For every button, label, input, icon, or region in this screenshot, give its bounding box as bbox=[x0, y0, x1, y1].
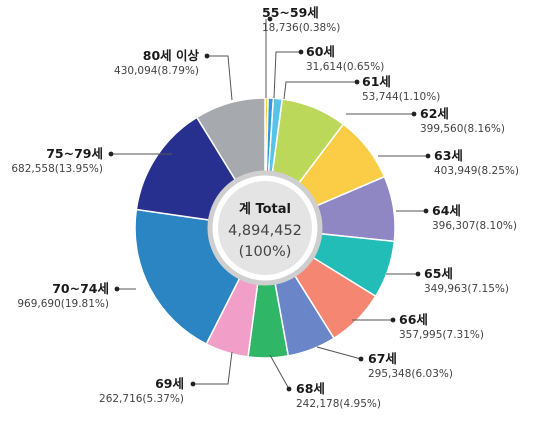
center-total: 4,894,452 bbox=[228, 223, 302, 239]
leader-dot-4 bbox=[411, 111, 417, 117]
slice-value-10: 242,178(4.95%) bbox=[296, 398, 381, 410]
leader-dot-11 bbox=[190, 381, 196, 387]
leader-line-9 bbox=[316, 346, 362, 360]
slice-label-13: 75~79세 bbox=[46, 146, 103, 161]
leader-dot-1 bbox=[267, 16, 273, 22]
center-percent: (100%) bbox=[239, 244, 292, 260]
slice-value-13: 682,558(13.95%) bbox=[11, 163, 103, 175]
slice-label-11: 69세 bbox=[155, 376, 184, 391]
slice-value-2: 31,614(0.65%) bbox=[306, 61, 384, 73]
leader-dot-10 bbox=[286, 386, 292, 392]
slice-label-14: 80세 이상 bbox=[143, 48, 200, 63]
donut-slices bbox=[134, 97, 396, 359]
leader-dot-3 bbox=[354, 79, 360, 85]
slice-value-11: 262,716(5.37%) bbox=[99, 393, 184, 405]
slice-label-5: 63세 bbox=[434, 148, 463, 163]
leader-dot-13 bbox=[108, 151, 114, 157]
center-disc bbox=[218, 181, 312, 275]
slice-label-7: 65세 bbox=[424, 266, 453, 281]
center-title: 계 Total bbox=[239, 202, 291, 217]
slice-value-3: 53,744(1.10%) bbox=[362, 91, 440, 103]
leader-line-11 bbox=[193, 351, 233, 385]
slice-labels: 55~59세 18,736(0.38%) 60세 31,614(0.65%)61세 53… bbox=[11, 5, 519, 410]
slice-label-4: 62세 bbox=[420, 106, 449, 121]
slice-label-8: 66세 bbox=[399, 312, 428, 327]
leader-line-14 bbox=[207, 55, 233, 101]
leader-line-3 bbox=[283, 81, 357, 100]
leader-dot-14 bbox=[204, 53, 210, 59]
slice-label-2: 60세 bbox=[306, 44, 335, 59]
leader-lines bbox=[108, 16, 431, 392]
slice-value-9: 295,348(6.03%) bbox=[368, 368, 453, 380]
slice-label-1: 55~59세 bbox=[262, 5, 319, 20]
slice-label-6: 64세 bbox=[432, 203, 461, 218]
slice-value-12: 969,690(19.81%) bbox=[17, 298, 109, 310]
slice-label-12: 70~74세 bbox=[52, 281, 109, 296]
slice-value-7: 349,963(7.15%) bbox=[424, 283, 509, 295]
slice-value-1: 18,736(0.38%) bbox=[262, 22, 340, 34]
leader-line-2 bbox=[273, 51, 301, 99]
leader-dot-6 bbox=[423, 208, 429, 214]
leader-dot-9 bbox=[358, 356, 364, 362]
slice-value-5: 403,949(8.25%) bbox=[434, 165, 519, 177]
leader-dot-8 bbox=[390, 317, 396, 323]
leader-line-10 bbox=[269, 354, 290, 390]
slice-label-10: 68세 bbox=[296, 381, 325, 396]
slice-label-9: 67세 bbox=[368, 351, 397, 366]
slice-value-6: 396,307(8.10%) bbox=[432, 220, 517, 232]
leader-dot-5 bbox=[425, 153, 431, 159]
slice-value-8: 357,995(7.31%) bbox=[399, 329, 484, 341]
leader-dot-2 bbox=[298, 49, 304, 55]
slice-label-3: 61세 bbox=[362, 74, 391, 89]
slice-value-4: 399,560(8.16%) bbox=[420, 123, 505, 135]
slice-value-14: 430,094(8.79%) bbox=[114, 65, 199, 77]
leader-dot-12 bbox=[114, 286, 120, 292]
leader-dot-7 bbox=[415, 271, 421, 277]
